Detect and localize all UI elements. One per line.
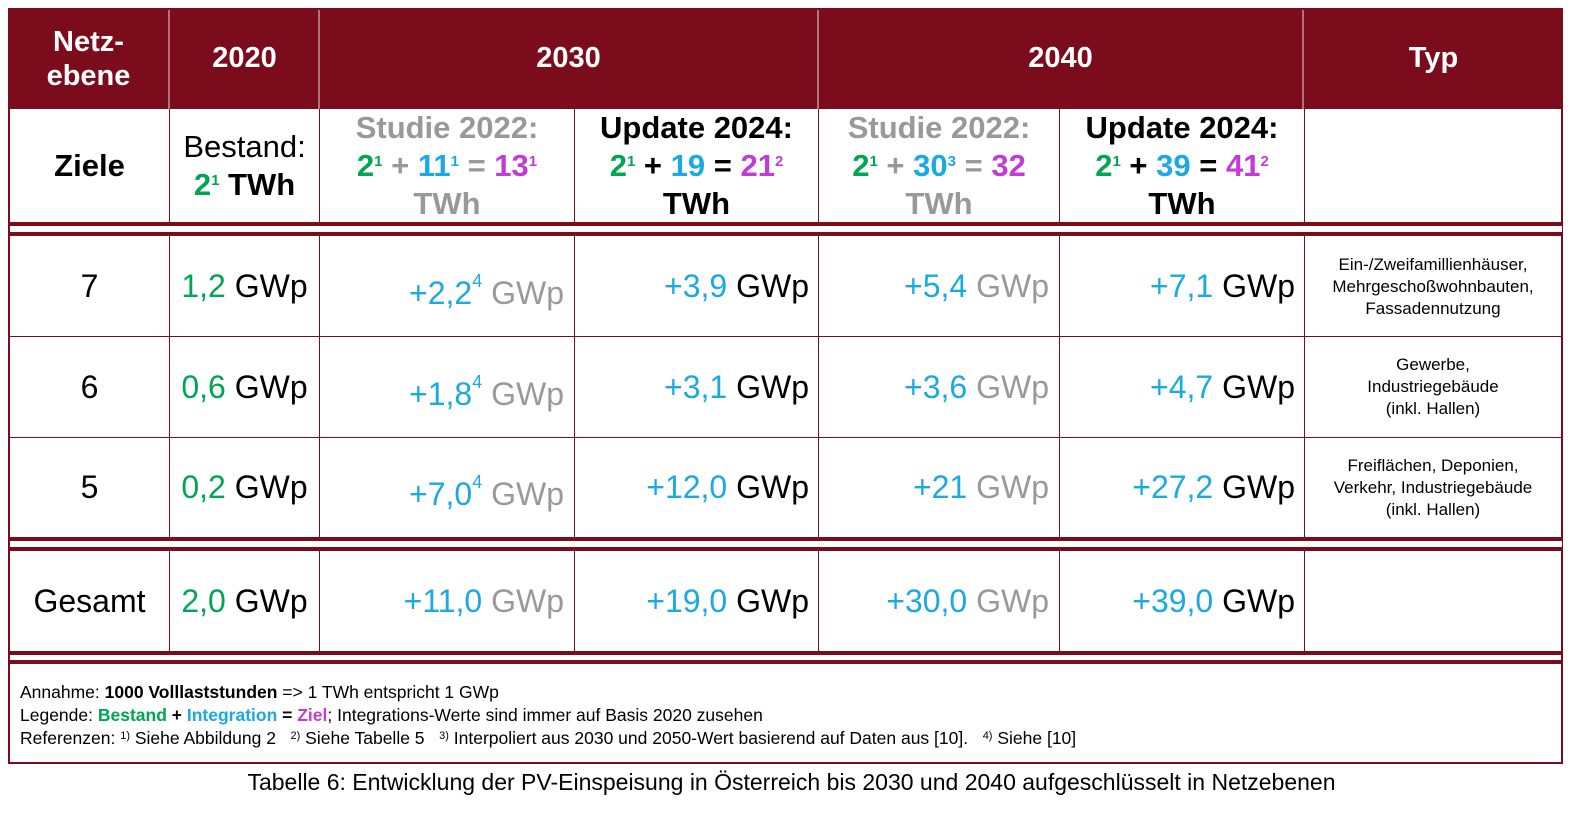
total-label: Gesamt xyxy=(33,582,146,619)
row-update-2030: +3,9 GWp xyxy=(664,268,809,304)
goal-2030-update-title: Update 2024: xyxy=(600,110,793,145)
row-bestand: 1,2 GWp xyxy=(181,268,308,304)
goal-2030-studie-title: Studie 2022: xyxy=(355,110,539,145)
row-typ: Freiflächen, Deponien, Verkehr, Industrie… xyxy=(1333,455,1533,519)
header-2040: 2040 xyxy=(1028,42,1093,74)
goal-2020: Bestand: 21 TWh xyxy=(170,110,319,222)
row-update-2030: +12,0 GWp xyxy=(646,469,809,505)
row-divider xyxy=(8,437,1563,438)
separator-gap xyxy=(10,541,1561,547)
note-assumption: Annahme: 1000 Volllaststunden => 1 TWh e… xyxy=(20,682,499,702)
separator-gap xyxy=(10,655,1561,660)
goal-2040-studie-value: 21 + 303 = 32 TWh xyxy=(852,148,1026,221)
double-separator-bottom xyxy=(8,660,1563,664)
row-studie-2040: +5,4 GWp xyxy=(904,268,1049,304)
goal-2030-update-value: 21 + 19 = 212 TWh xyxy=(609,148,784,221)
double-separator-top xyxy=(8,537,1563,541)
goal-2020-title: Bestand: xyxy=(183,129,306,164)
row-studie-2040: +3,6 GWp xyxy=(904,368,1049,405)
row-update-2040: +4,7 GWp xyxy=(1150,368,1295,405)
goal-2040-update: Update 2024: 21 + 39 = 412 TWh xyxy=(1060,110,1304,222)
row-level: 5 xyxy=(80,469,99,505)
column-divider xyxy=(319,109,320,655)
double-separator-top xyxy=(8,222,1563,226)
table-frame xyxy=(8,8,1563,764)
row-update-2040: +7,1 GWp xyxy=(1150,268,1295,304)
column-divider xyxy=(1059,109,1060,655)
row-update-2030: +3,1 GWp xyxy=(664,368,809,405)
total-update-2030: +19,0 GWp xyxy=(646,582,809,619)
goal-2030-studie-value: 21 + 111 = 131 TWh xyxy=(356,148,538,221)
row-studie-2030: +2,2 4 GWp xyxy=(409,271,564,311)
header-2030: 2030 xyxy=(536,42,601,74)
double-separator-bottom xyxy=(8,232,1563,236)
goal-2030-update: Update 2024: 21 + 19 = 212 TWh xyxy=(575,110,818,222)
column-divider xyxy=(169,109,170,655)
goals-label: Ziele xyxy=(54,148,125,183)
separator-gap xyxy=(10,226,1561,232)
total-studie-2040: +30,0 GWp xyxy=(886,582,1049,619)
goal-2040-update-title: Update 2024: xyxy=(1085,110,1279,145)
table-caption: Tabelle 6: Entwicklung der PV-Einspeisun… xyxy=(247,769,1336,795)
row-level: 7 xyxy=(80,268,99,304)
header-2020: 2020 xyxy=(212,42,277,74)
row-typ: Ein-/Zweifamillienhäuser, Mehrgeschoßwohn… xyxy=(1332,254,1534,318)
header-divider xyxy=(817,8,819,109)
row-update-2040: +27,2 GWp xyxy=(1132,469,1295,505)
row-bestand: 0,6 GWp xyxy=(181,368,308,405)
row-studie-2030: +1,8 4 GWp xyxy=(409,371,564,412)
header-typ: Typ xyxy=(1408,42,1459,74)
goal-2040-studie: Studie 2022: 21 + 303 = 32 TWh xyxy=(819,110,1059,222)
header-netzebene: Netz- ebene xyxy=(46,25,131,92)
table-notes: Annahme: 1000 Volllaststunden => 1 TWh e… xyxy=(20,681,1076,750)
column-divider xyxy=(574,109,575,655)
row-level: 6 xyxy=(80,368,99,405)
total-update-2040: +39,0 GWp xyxy=(1132,582,1295,619)
goal-2040-update-value: 21 + 39 = 412 TWh xyxy=(1095,148,1269,221)
goal-2040-studie-title: Studie 2022: xyxy=(847,110,1031,145)
header-divider xyxy=(318,8,320,109)
row-studie-2040: +21 GWp xyxy=(912,469,1049,505)
total-studie-2030: +11,0 GWp xyxy=(403,582,564,619)
row-bestand: 0,2 GWp xyxy=(181,469,308,505)
note-references: Referenzen: 1) Siehe Abbildung 2 2) Sieh… xyxy=(20,728,1077,748)
goal-2020-value: 21 TWh xyxy=(193,167,296,202)
double-separator-bottom xyxy=(8,547,1563,551)
column-divider xyxy=(818,109,819,655)
goal-2030-studie: Studie 2022: 21 + 111 = 131 TWh xyxy=(320,110,574,222)
header-divider xyxy=(1302,8,1304,109)
row-studie-2030: +7,0 4 GWp xyxy=(409,472,564,512)
column-divider xyxy=(1304,109,1305,655)
note-legend: Legende: Bestand + Integration = Ziel; I… xyxy=(20,705,763,725)
total-bestand: 2,0 GWp xyxy=(181,582,308,619)
header-divider xyxy=(168,8,170,109)
row-typ: Gewerbe, Industriegebäude (inkl. Hallen) xyxy=(1367,355,1499,418)
row-divider xyxy=(8,336,1563,337)
double-separator-top xyxy=(8,651,1563,655)
